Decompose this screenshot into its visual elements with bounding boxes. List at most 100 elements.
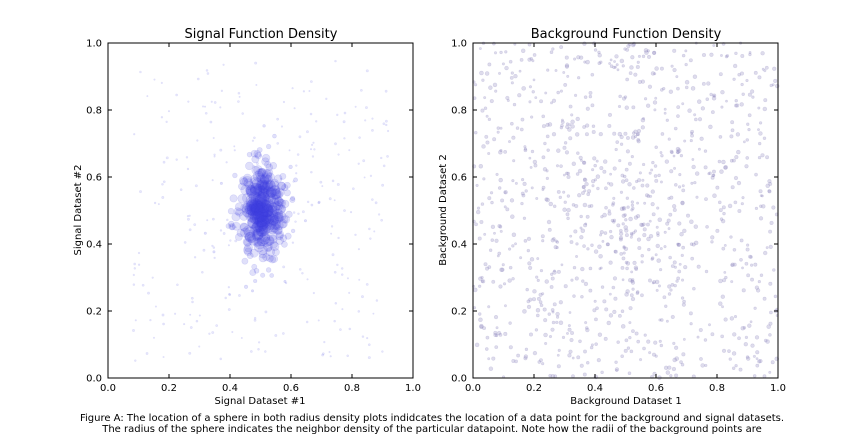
background-data-point — [495, 326, 499, 330]
background-data-point — [675, 279, 679, 283]
background-data-point — [627, 161, 632, 166]
background-data-point — [637, 54, 641, 58]
signal-data-point — [256, 174, 267, 184]
background-data-point — [711, 96, 717, 101]
signal-data-point — [354, 105, 357, 108]
background-data-point — [675, 149, 681, 155]
signal-data-point — [261, 199, 274, 212]
background-data-point — [618, 94, 622, 99]
background-data-point — [654, 145, 658, 150]
background-data-point — [515, 126, 520, 130]
signal-data-point — [153, 78, 156, 81]
background-data-point — [771, 205, 776, 210]
signal-data-point — [251, 263, 258, 270]
background-data-point — [510, 71, 514, 75]
background-data-point — [567, 324, 571, 328]
background-data-point — [746, 122, 750, 126]
background-data-point — [585, 327, 590, 333]
background-data-point — [676, 242, 681, 247]
background-data-point — [718, 208, 723, 213]
signal-data-point — [257, 192, 270, 205]
signal-data-point — [250, 350, 253, 353]
signal-data-point — [269, 185, 281, 197]
signal-data-point — [279, 234, 288, 242]
signal-data-point — [256, 215, 271, 229]
background-data-point — [539, 99, 544, 104]
background-data-point — [632, 186, 636, 190]
background-data-point — [514, 181, 518, 185]
background-data-point — [753, 70, 758, 75]
signal-data-point — [298, 135, 302, 139]
background-data-point — [755, 357, 759, 361]
figure-caption-line-2: The radius of the sphere indicates the n… — [102, 424, 762, 435]
signal-data-point — [240, 222, 249, 232]
background-data-point — [593, 178, 597, 182]
background-data-point — [734, 364, 738, 368]
background-data-point — [541, 239, 545, 243]
background-data-point — [743, 342, 748, 347]
background-data-point — [520, 201, 524, 206]
signal-data-point — [175, 158, 178, 161]
signal-data-point — [285, 210, 293, 218]
background-data-point — [689, 322, 693, 326]
background-data-point — [768, 321, 773, 326]
background-data-point — [546, 68, 550, 72]
background-data-point — [528, 100, 532, 104]
background-data-point — [703, 338, 708, 342]
background-data-point — [499, 267, 504, 273]
signal-data-point — [274, 334, 278, 337]
signal-data-point — [374, 201, 378, 205]
signal-data-point — [360, 88, 363, 92]
background-data-point — [681, 53, 686, 58]
signal-data-point — [283, 181, 291, 189]
signal-data-point — [310, 143, 314, 147]
signal-data-point — [213, 155, 216, 158]
background-data-point — [584, 181, 589, 187]
background-data-point — [587, 189, 592, 194]
background-data-point — [523, 238, 528, 243]
background-data-point — [614, 367, 620, 372]
signal-data-point — [238, 294, 241, 297]
signal-data-point — [212, 136, 215, 140]
background-data-point — [739, 71, 744, 76]
background-data-point — [591, 168, 595, 172]
background-data-point — [657, 173, 661, 178]
signal-data-point — [149, 318, 152, 322]
signal-data-point — [152, 336, 156, 339]
signal-data-point — [237, 100, 240, 103]
background-data-point — [691, 242, 696, 247]
background-data-point — [607, 123, 612, 129]
signal-data-point — [265, 163, 274, 172]
background-data-point — [558, 320, 564, 326]
background-data-point — [488, 248, 493, 252]
background-data-point — [583, 349, 587, 354]
background-data-point — [636, 138, 641, 142]
background-data-point — [672, 357, 677, 363]
background-data-point — [541, 188, 545, 192]
signal-data-point — [386, 129, 390, 133]
signal-data-point — [343, 209, 346, 212]
background-data-point — [710, 332, 715, 337]
signal-data-point — [254, 193, 268, 206]
signal-data-point — [212, 246, 216, 249]
background-data-point — [566, 74, 570, 78]
background-data-point — [636, 201, 640, 205]
background-data-point — [478, 276, 483, 281]
signal-data-point — [328, 350, 331, 354]
background-data-point — [582, 244, 586, 248]
background-data-point — [720, 218, 726, 224]
background-data-point — [749, 255, 753, 259]
background-data-point — [718, 278, 723, 284]
background-data-point — [622, 251, 626, 255]
background-data-point — [729, 316, 735, 321]
background-data-point — [510, 214, 515, 219]
background-data-point — [485, 114, 489, 118]
signal-data-point — [249, 269, 257, 276]
background-data-point — [547, 227, 552, 232]
signal-data-point — [262, 253, 271, 262]
signal-data-point — [277, 181, 286, 191]
signal-data-point — [254, 202, 270, 218]
background-data-point — [550, 308, 555, 312]
background-data-point — [562, 145, 567, 150]
signal-data-point — [259, 231, 270, 243]
